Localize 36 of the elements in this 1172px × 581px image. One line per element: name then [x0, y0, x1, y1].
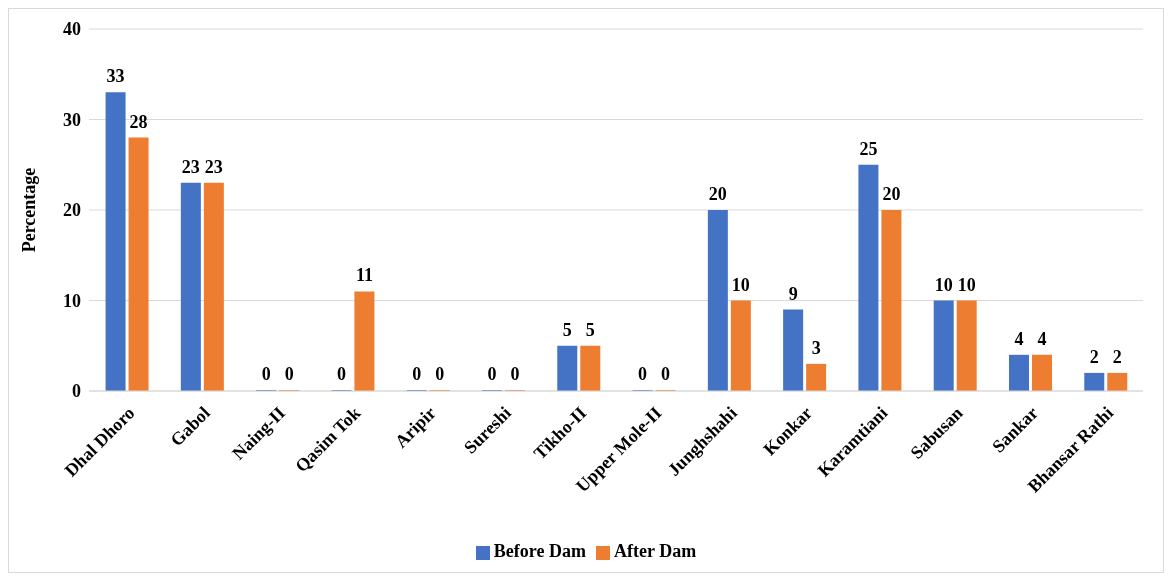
data-label: 0: [487, 364, 497, 384]
data-label: 0: [435, 364, 445, 384]
data-label: 20: [882, 184, 901, 204]
data-label: 0: [661, 364, 671, 384]
data-label: 0: [284, 364, 294, 384]
data-label: 4: [1014, 328, 1024, 349]
data-label: 0: [261, 364, 271, 384]
data-label: 25: [859, 138, 878, 159]
data-label: 3: [811, 337, 821, 358]
legend-label: Before Dam: [493, 541, 586, 561]
data-label: 10: [934, 274, 953, 295]
y-tick-label: 30: [63, 109, 81, 130]
data-label: 9: [788, 283, 798, 304]
y-axis-title: Percentage: [19, 167, 40, 253]
data-label: 5: [585, 319, 595, 340]
data-label: 2: [1112, 346, 1122, 367]
data-label: 23: [204, 156, 223, 177]
y-tick-label: 40: [63, 19, 81, 40]
y-tick-label: 20: [63, 200, 81, 221]
data-label: 0: [412, 364, 422, 384]
data-label: 4: [1037, 328, 1047, 349]
data-label: 28: [129, 111, 148, 132]
legend-label: After Dam: [614, 541, 697, 561]
y-tick-label: 10: [63, 290, 81, 311]
data-label: 0: [336, 364, 346, 384]
data-label: 10: [957, 274, 976, 295]
data-label: 10: [731, 274, 750, 295]
data-label: 5: [562, 319, 572, 340]
data-label: 0: [638, 364, 648, 384]
data-label: 2: [1089, 346, 1099, 367]
data-label: 23: [181, 156, 200, 177]
data-label: 0: [510, 364, 520, 384]
data-label: 33: [106, 66, 125, 87]
y-tick-label: 0: [72, 381, 81, 402]
data-label: 11: [355, 265, 373, 286]
data-label: 20: [708, 184, 727, 204]
